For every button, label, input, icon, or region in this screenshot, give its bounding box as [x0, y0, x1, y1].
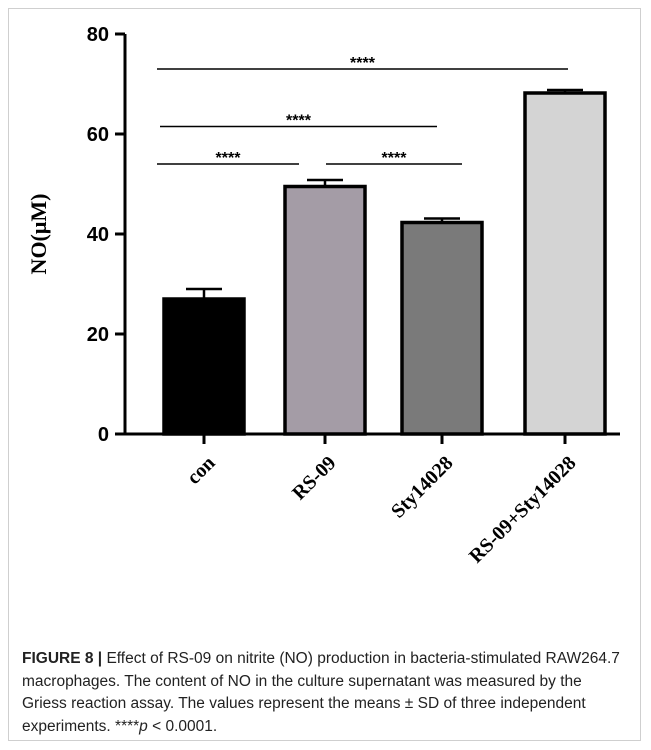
significance-label: **** — [382, 150, 408, 167]
bar — [164, 299, 244, 434]
x-category-label: Sty14028 — [387, 452, 458, 523]
significance-label: **** — [216, 150, 242, 167]
figure-caption: FIGURE 8 | Effect of RS-09 on nitrite (N… — [22, 648, 627, 738]
caption-label: FIGURE 8 | — [22, 650, 102, 667]
caption-p-symbol: p — [139, 718, 148, 735]
y-tick-label: 80 — [87, 24, 109, 46]
y-tick-label: 40 — [87, 224, 109, 246]
caption-p-text: < 0.0001. — [148, 718, 217, 735]
significance-label: **** — [286, 113, 312, 130]
bar — [525, 93, 605, 434]
y-tick-label: 20 — [87, 324, 109, 346]
x-category-label: RS-09 — [288, 452, 340, 504]
x-category-label: RS-09+Sty14028 — [465, 452, 581, 568]
bar — [402, 223, 482, 435]
y-tick-label: 60 — [87, 124, 109, 146]
significance-label: **** — [350, 55, 376, 72]
bar — [285, 187, 365, 435]
y-axis-label: NO(μM) — [26, 194, 51, 275]
caption-text: Effect of RS-09 on nitrite (NO) producti… — [22, 650, 620, 735]
bar-chart: NO(μM) 0 20 40 60 80 con RS-09 Sty14028 RS-09+St… — [0, 0, 651, 640]
x-category-label: con — [183, 452, 220, 489]
y-tick-label: 0 — [98, 424, 109, 446]
